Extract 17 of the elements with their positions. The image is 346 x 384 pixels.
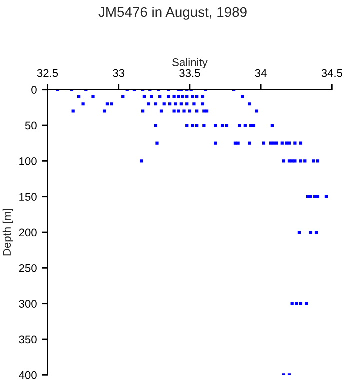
x-tick-label: 34.5 — [322, 69, 343, 78]
x-tick-label: 32.5 — [37, 69, 58, 78]
x-tick-label: 34 — [255, 69, 267, 78]
y-tick-label: 300 — [19, 300, 37, 308]
y-tick-label: 0 — [32, 86, 37, 94]
y-tick-label: 50 — [25, 122, 37, 130]
y-axis-title: Depth [m] — [2, 209, 14, 256]
y-tick-label: 100 — [20, 157, 37, 166]
y-tick-label: 400 — [19, 371, 37, 380]
x-axis-title: Salinity — [172, 58, 208, 69]
y-tick-label: 350 — [19, 336, 37, 344]
y-tick-label: 200 — [19, 228, 37, 237]
y-tick-label: 250 — [19, 264, 37, 272]
y-tick-label: 150 — [20, 193, 37, 201]
x-tick-label: 33.5 — [180, 69, 200, 78]
x-tick-label: 33 — [113, 69, 125, 78]
chart-title: JM5476 in August, 1989 — [98, 6, 247, 20]
